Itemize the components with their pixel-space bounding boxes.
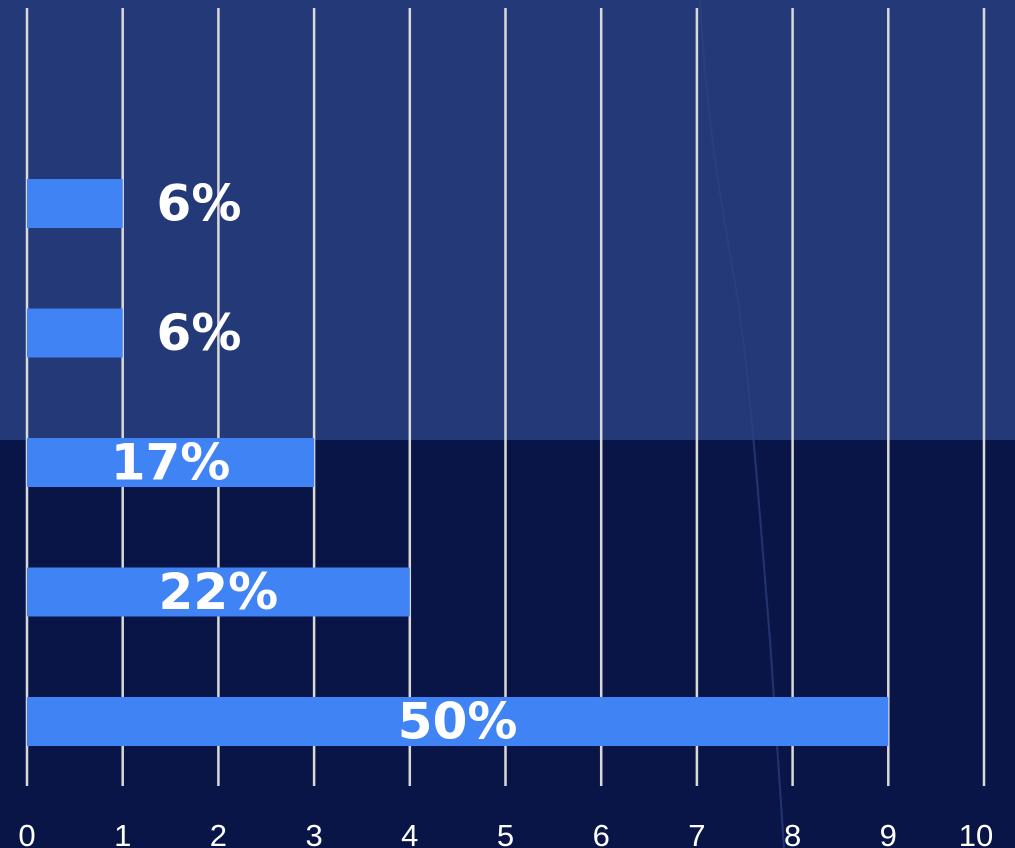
bar-3 xyxy=(27,438,315,487)
x-tick-label-9: 9 xyxy=(880,818,897,848)
x-tick-label-0: 0 xyxy=(18,818,35,848)
bar-value-label-1: 6% xyxy=(157,175,242,233)
x-tick-label-6: 6 xyxy=(593,818,610,848)
value-labels: 6% 6% 17% 22% 50% xyxy=(111,175,518,751)
x-tick-label-3: 3 xyxy=(305,818,322,848)
x-tick-label-4: 4 xyxy=(401,818,418,848)
bar-1 xyxy=(27,179,123,228)
x-axis-ticks: 0 1 2 3 4 5 6 7 8 9 10 xyxy=(18,818,993,848)
x-tick-label-5: 5 xyxy=(497,818,514,848)
x-tick-label-2: 2 xyxy=(210,818,227,848)
bar-value-label-2: 6% xyxy=(157,304,242,362)
background-bottom-band xyxy=(0,440,1015,848)
bar-value-label-3: 17% xyxy=(111,434,231,492)
bar-5 xyxy=(27,697,889,746)
x-tick-label-10: 10 xyxy=(959,818,993,848)
bar-4 xyxy=(27,567,410,617)
bars xyxy=(27,179,889,746)
bar-value-label-5: 50% xyxy=(398,693,518,751)
x-tick-label-7: 7 xyxy=(688,818,705,848)
gridlines xyxy=(25,8,986,786)
bar-value-label-4: 22% xyxy=(159,563,279,621)
x-tick-label-1: 1 xyxy=(114,818,131,848)
x-tick-label-8: 8 xyxy=(784,818,801,848)
background-top-band xyxy=(0,0,1015,440)
bar-2 xyxy=(27,308,123,358)
